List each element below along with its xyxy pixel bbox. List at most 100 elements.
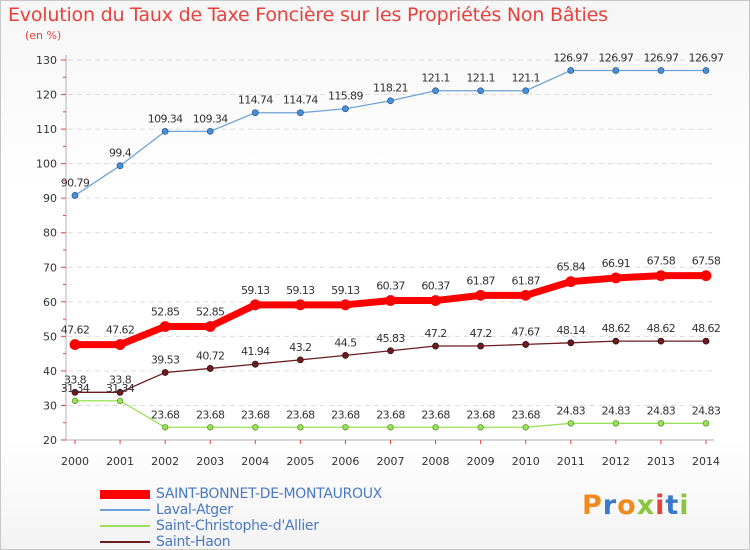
data-label: 31.34 <box>106 382 135 395</box>
x-tick-label: 2010 <box>512 455 540 468</box>
data-point <box>657 420 665 427</box>
data-label: 52.85 <box>196 306 225 319</box>
data-point <box>522 424 529 431</box>
legend-label: Laval-Atger <box>156 502 233 518</box>
data-label: 52.85 <box>151 306 180 319</box>
data-label: 90.79 <box>61 176 90 189</box>
data-label: 41.94 <box>241 345 270 358</box>
legend-item: Saint-Christophe-d'Allier <box>100 518 382 534</box>
legend-swatch <box>100 489 150 499</box>
data-label: 67.58 <box>692 255 721 268</box>
data-point <box>700 270 712 282</box>
data-label: 61.87 <box>511 274 540 287</box>
data-label: 65.84 <box>557 261 586 274</box>
data-point <box>207 424 214 431</box>
data-point <box>251 109 259 117</box>
data-label: 60.37 <box>421 280 450 293</box>
data-label: 47.2 <box>425 327 447 340</box>
data-label: 60.37 <box>376 280 405 293</box>
data-label: 48.62 <box>647 322 676 335</box>
data-label: 121.1 <box>421 72 450 85</box>
data-label: 67.58 <box>647 255 676 268</box>
data-label: 47.62 <box>61 324 90 337</box>
data-label: 24.83 <box>647 404 676 417</box>
brand-letter: x <box>636 490 656 521</box>
x-tick-label: 2012 <box>602 455 630 468</box>
data-point <box>252 424 259 431</box>
data-point <box>567 420 574 427</box>
x-tick-label: 2014 <box>692 455 720 468</box>
y-tick-label: 120 <box>36 89 57 102</box>
data-point <box>432 424 439 431</box>
data-label: 115.89 <box>328 90 363 103</box>
legend-item: SAINT-BONNET-DE-MONTAUROUX <box>100 486 382 502</box>
data-label: 23.68 <box>151 408 180 421</box>
data-point <box>342 424 349 431</box>
data-point <box>477 342 485 350</box>
data-point <box>657 67 665 74</box>
data-label: 126.97 <box>689 51 724 64</box>
data-label: 23.68 <box>196 408 225 421</box>
legend-swatch <box>100 509 150 511</box>
data-label: 99.4 <box>109 147 132 160</box>
data-point <box>251 360 259 368</box>
data-point <box>702 420 710 427</box>
data-label: 33.8 <box>64 373 87 386</box>
y-tick-label: 30 <box>43 399 57 412</box>
x-tick-label: 2008 <box>422 455 450 468</box>
data-label: 45.83 <box>376 332 405 345</box>
data-label: 47.62 <box>106 324 135 337</box>
data-point <box>161 127 169 135</box>
data-point <box>522 341 530 348</box>
data-point <box>475 289 487 301</box>
data-point <box>610 272 622 284</box>
data-point <box>206 365 214 372</box>
data-point <box>387 347 394 355</box>
data-label: 61.87 <box>466 274 495 287</box>
brand-letter: r <box>602 490 618 521</box>
data-label: 23.68 <box>376 408 405 421</box>
x-tick-label: 2011 <box>557 455 585 468</box>
data-point <box>159 321 171 332</box>
data-label: 33.8 <box>109 373 132 386</box>
legend-swatch <box>100 541 150 543</box>
data-point <box>249 299 261 311</box>
y-tick-label: 70 <box>43 261 57 274</box>
data-point <box>432 342 439 350</box>
y-tick-label: 40 <box>43 365 57 378</box>
data-label: 44.5 <box>334 336 357 349</box>
x-tick-label: 2001 <box>106 455 134 468</box>
data-point <box>114 339 126 350</box>
legend-label: Saint-Christophe-d'Allier <box>156 518 319 534</box>
data-point <box>206 127 214 135</box>
legend: SAINT-BONNET-DE-MONTAUROUX Laval-Atger Sai… <box>100 486 382 550</box>
brand-letter: t <box>665 490 680 521</box>
y-tick-label: 100 <box>36 158 57 171</box>
data-label: 43.2 <box>289 341 311 354</box>
data-label: 126.97 <box>643 51 678 64</box>
legend-item: Laval-Atger <box>100 502 382 518</box>
data-point <box>296 109 304 117</box>
y-tick-label: 50 <box>43 330 57 343</box>
y-tick-label: 130 <box>36 54 57 67</box>
brand-letter: P <box>582 490 603 521</box>
data-label: 48.62 <box>602 322 631 335</box>
data-label: 47.2 <box>470 327 492 340</box>
data-point <box>565 276 577 288</box>
brand-logo: Proxiti <box>582 490 690 521</box>
data-point <box>71 388 79 396</box>
legend-item: Saint-Haon <box>100 534 382 550</box>
y-tick-label: 60 <box>43 296 57 309</box>
data-label: 23.68 <box>421 408 450 421</box>
x-tick-label: 2006 <box>331 455 359 468</box>
data-point <box>387 97 394 105</box>
x-tick-label: 2005 <box>286 455 314 468</box>
legend-swatch <box>100 525 150 527</box>
brand-letter: i <box>679 490 690 521</box>
data-label: 48.62 <box>692 322 721 335</box>
data-point <box>116 388 124 396</box>
data-label: 23.68 <box>511 408 540 421</box>
data-label: 23.68 <box>241 408 270 421</box>
chart-subtitle: (en %) <box>25 29 62 42</box>
